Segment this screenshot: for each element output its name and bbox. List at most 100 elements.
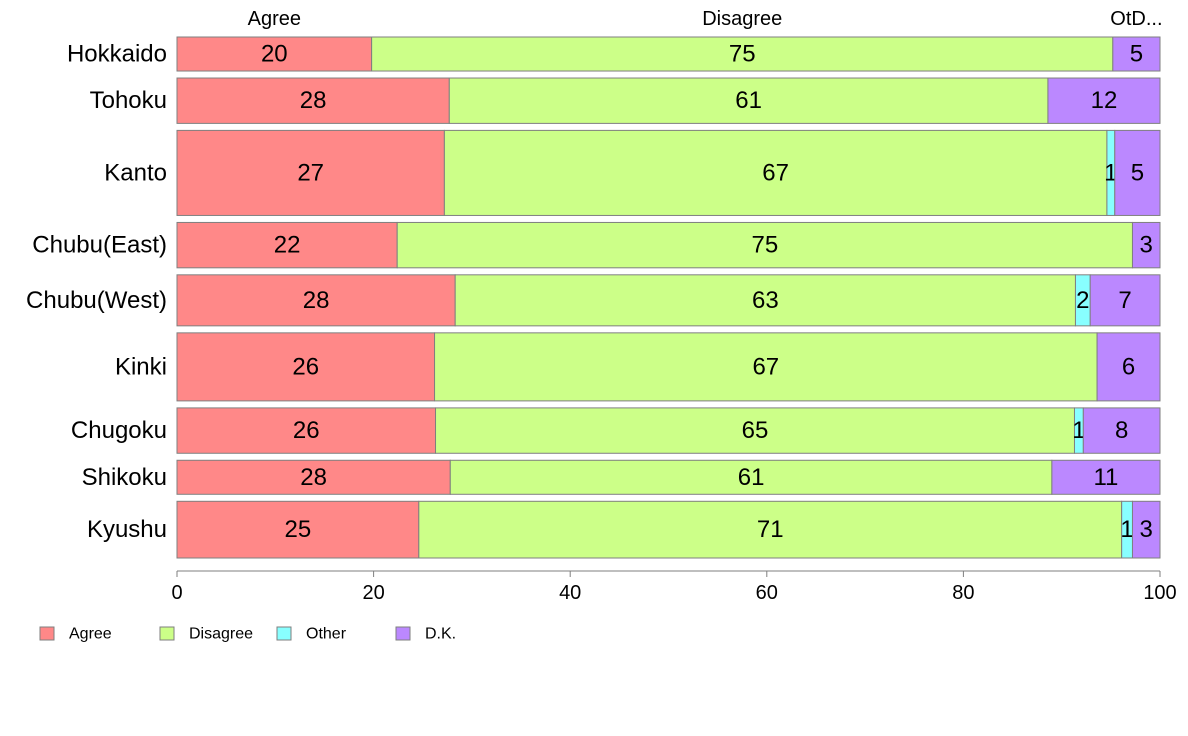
bar-row-chubu-east-: 22 75 3 <box>176 221 1161 269</box>
data-label: 1 <box>1072 417 1085 444</box>
data-label: 3 <box>1140 232 1153 259</box>
bar-segment-agree <box>176 36 373 72</box>
x-tick-label: 20 <box>362 582 384 604</box>
data-label: 5 <box>1131 159 1144 186</box>
data-label: 27 <box>297 159 324 186</box>
data-label: 28 <box>300 464 327 491</box>
bar-segment-d-k- <box>1089 274 1161 327</box>
region-label: Kyushu <box>87 516 167 543</box>
data-label: 65 <box>742 417 769 444</box>
region-label: Chubu(East) <box>32 232 167 259</box>
bar-row-kinki: 26 67 6 <box>176 332 1161 402</box>
bar-segment-d-k- <box>1082 407 1161 454</box>
bar-segment-disagree <box>371 36 1114 72</box>
legend-swatch <box>395 626 411 641</box>
data-label: 22 <box>274 232 301 259</box>
region-label: Chubu(West) <box>26 287 167 314</box>
bar-segment-disagree <box>448 77 1049 124</box>
bar-segment-d-k- <box>1131 221 1161 269</box>
bar-segment-disagree <box>449 459 1053 495</box>
data-label: 71 <box>757 516 784 543</box>
column-headers: Agree Disagree OtD... <box>248 8 1163 30</box>
bar-segment-disagree <box>435 407 1075 454</box>
legend-swatch <box>159 626 175 641</box>
region-label: Kinki <box>115 353 167 380</box>
bar-segment-d-k- <box>1096 332 1161 402</box>
legend-item-disagree: Disagree <box>159 626 253 643</box>
data-label: 61 <box>738 464 765 491</box>
data-label: 61 <box>735 87 762 114</box>
data-label: 63 <box>752 287 779 314</box>
bar-segment-agree <box>176 129 445 216</box>
data-label: 3 <box>1140 516 1153 543</box>
data-label: 26 <box>293 417 320 444</box>
region-label: Hokkaido <box>67 41 167 68</box>
legend-item-d-k-: D.K. <box>395 626 456 643</box>
x-tick-label: 40 <box>559 582 581 604</box>
legend-label: Agree <box>69 626 112 643</box>
region-label: Tohoku <box>90 87 167 114</box>
bar-segment-agree <box>176 407 437 454</box>
legend-item-other: Other <box>276 626 347 643</box>
bar-segment-d-k- <box>1112 36 1161 72</box>
x-tick-label: 0 <box>171 582 182 604</box>
x-tick-label: 100 <box>1143 582 1176 604</box>
x-axis: 0 20 40 60 80 100 <box>171 570 1177 604</box>
data-label: 6 <box>1122 353 1135 380</box>
data-label: 20 <box>261 41 288 68</box>
bar-segment-agree <box>176 459 451 495</box>
bar-segment-agree <box>176 274 456 327</box>
legend-swatch <box>39 626 55 641</box>
legend-swatch <box>276 626 292 641</box>
data-label: 25 <box>285 516 312 543</box>
bar-row-tohoku: 28 61 12 <box>176 77 1161 124</box>
bar-row-chubu-west-: 28 63 2 7 <box>176 274 1161 327</box>
bar-segment-d-k- <box>1047 77 1161 124</box>
data-label: 26 <box>292 353 319 380</box>
column-header: OtD... <box>1110 8 1162 30</box>
data-label: 7 <box>1118 287 1131 314</box>
column-header: Disagree <box>702 8 782 30</box>
data-label: 12 <box>1091 87 1118 114</box>
data-label: 28 <box>300 87 327 114</box>
bar-segment-agree <box>176 332 436 402</box>
data-label: 75 <box>751 232 778 259</box>
legend-label: Disagree <box>189 626 253 643</box>
legend-label: D.K. <box>425 626 456 643</box>
data-label: 1 <box>1104 159 1117 186</box>
legend: Agree Disagree Other D.K. <box>39 626 456 643</box>
bar-segment-disagree <box>443 129 1108 216</box>
legend-label: Other <box>306 626 347 643</box>
data-label: 11 <box>1093 464 1118 491</box>
bar-row-hokkaido: 20 75 5 <box>176 36 1161 72</box>
region-label: Chugoku <box>71 417 167 444</box>
bar-row-kanto: 27 67 1 5 <box>176 129 1161 216</box>
data-label: 5 <box>1130 41 1143 68</box>
bar-segment-disagree <box>396 221 1133 269</box>
bar-segment-d-k- <box>1114 129 1161 216</box>
bar-segment-disagree <box>454 274 1076 327</box>
data-label: 8 <box>1115 417 1128 444</box>
legend-item-agree: Agree <box>39 626 112 643</box>
data-label: 2 <box>1076 287 1089 314</box>
bar-row-chugoku: 26 65 1 8 <box>176 407 1161 454</box>
bar-segment-d-k- <box>1051 459 1161 495</box>
bar-row-shikoku: 28 61 11 <box>176 459 1161 495</box>
column-header: Agree <box>248 8 301 30</box>
data-label: 67 <box>752 353 779 380</box>
bar-segment-agree <box>176 77 450 124</box>
region-label: Kanto <box>104 159 167 186</box>
data-label: 75 <box>729 41 756 68</box>
bar-segment-d-k- <box>1131 500 1161 559</box>
bar-row-kyushu: 25 71 1 3 <box>176 500 1161 559</box>
data-label: 1 <box>1120 516 1133 543</box>
bar-segment-agree <box>176 500 420 559</box>
data-label: 67 <box>762 159 789 186</box>
region-labels: Hokkaido Tohoku Kanto Chubu(East) Chubu(West… <box>26 41 167 544</box>
x-tick-label: 80 <box>952 582 974 604</box>
x-tick-label: 60 <box>756 582 778 604</box>
data-label: 28 <box>303 287 330 314</box>
bar-segment-disagree <box>434 332 1098 402</box>
